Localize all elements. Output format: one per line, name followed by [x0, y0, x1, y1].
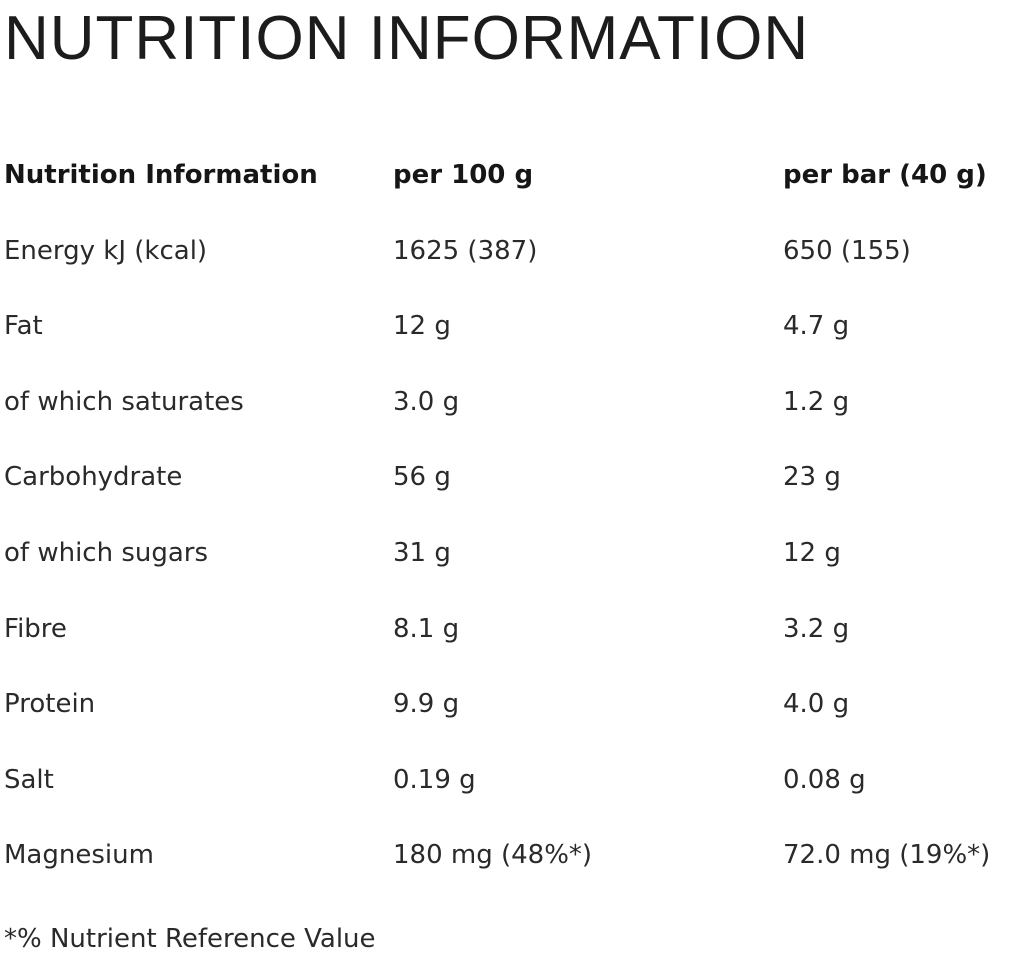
per-100g-value: 180 mg (48%*)	[393, 840, 593, 871]
table-row: Fat 12 g 4.7 g	[0, 293, 1024, 369]
per-100g-value: 9.9 g	[393, 689, 460, 720]
header-per-bar: per bar (40 g)	[783, 160, 987, 190]
per-bar-value: 650 (155)	[783, 235, 911, 266]
per-100g-value: 12 g	[393, 311, 451, 342]
per-100g-value: 1625 (387)	[393, 235, 538, 266]
table-header-row: Nutrition Information per 100 g per bar …	[0, 142, 1024, 218]
nutrient-name: Magnesium	[4, 840, 154, 871]
nutrient-name: Salt	[4, 764, 54, 795]
nutrient-name: of which saturates	[4, 386, 244, 417]
nutrient-name: Fibre	[4, 613, 67, 644]
per-bar-value: 3.2 g	[783, 613, 850, 644]
header-nutrient: Nutrition Information	[4, 160, 318, 190]
per-100g-value: 3.0 g	[393, 386, 460, 417]
per-100g-value: 31 g	[393, 537, 451, 568]
per-100g-value: 0.19 g	[393, 764, 476, 795]
per-bar-value: 12 g	[783, 537, 841, 568]
table-row: Carbohydrate 56 g 23 g	[0, 444, 1024, 520]
table-row: of which sugars 31 g 12 g	[0, 520, 1024, 596]
table-row: Fibre 8.1 g 3.2 g	[0, 596, 1024, 672]
per-100g-value: 8.1 g	[393, 613, 460, 644]
table-row: Salt 0.19 g 0.08 g	[0, 747, 1024, 823]
nutrient-name: Protein	[4, 689, 96, 720]
per-bar-value: 72.0 mg (19%*)	[783, 840, 991, 871]
nutrition-table: Nutrition Information per 100 g per bar …	[0, 142, 1024, 898]
table-row: Energy kJ (kcal) 1625 (387) 650 (155)	[0, 218, 1024, 294]
header-per-100g: per 100 g	[393, 160, 534, 190]
per-bar-value: 23 g	[783, 462, 841, 493]
per-bar-value: 4.0 g	[783, 689, 850, 720]
page-title: NUTRITION INFORMATION	[4, 4, 810, 73]
per-bar-value: 4.7 g	[783, 311, 850, 342]
per-bar-value: 1.2 g	[783, 386, 850, 417]
table-row: Protein 9.9 g 4.0 g	[0, 671, 1024, 747]
table-row: Magnesium 180 mg (48%*) 72.0 mg (19%*)	[0, 822, 1024, 898]
footnote: *% Nutrient Reference Value	[4, 924, 376, 954]
nutrient-name: Energy kJ (kcal)	[4, 235, 208, 266]
nutrient-name: of which sugars	[4, 537, 209, 568]
per-bar-value: 0.08 g	[783, 764, 866, 795]
nutrient-name: Carbohydrate	[4, 462, 183, 493]
nutrient-name: Fat	[4, 311, 43, 342]
table-row: of which saturates 3.0 g 1.2 g	[0, 369, 1024, 445]
per-100g-value: 56 g	[393, 462, 451, 493]
